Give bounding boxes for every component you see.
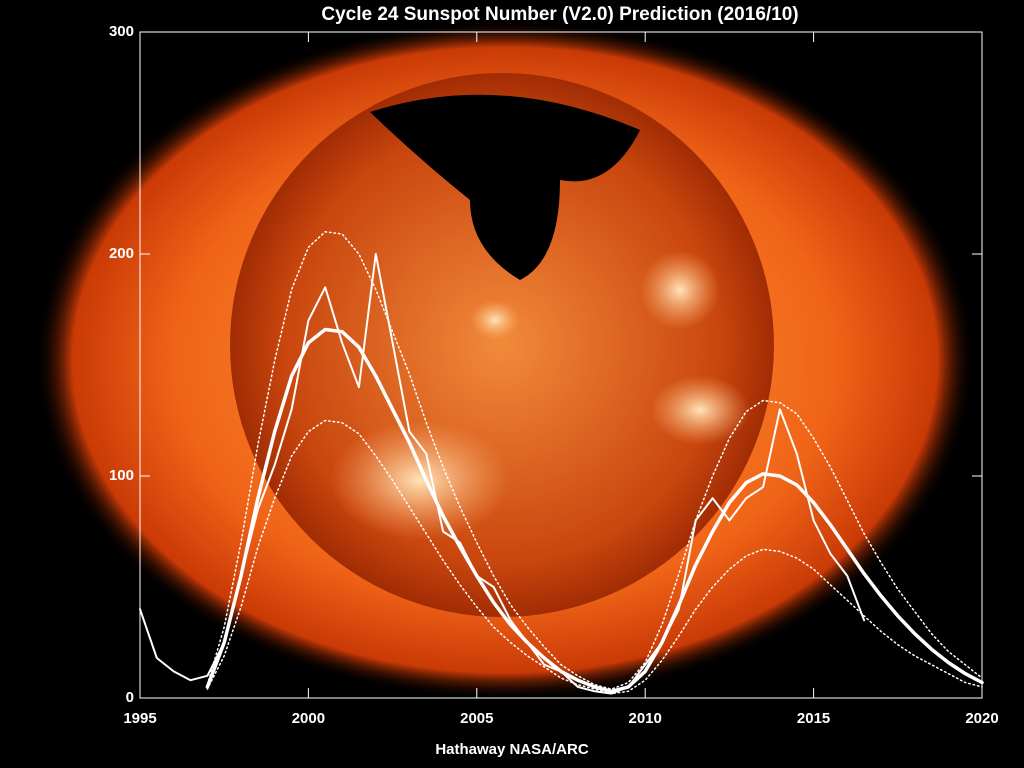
chart-title: Cycle 24 Sunspot Number (V2.0) Predictio… [321, 4, 798, 25]
x-tick-label: 2015 [797, 710, 830, 727]
series-line [205, 327, 984, 694]
x-tick-label: 2000 [292, 710, 325, 727]
credit: Hathaway NASA/ARC [435, 741, 589, 758]
active-region [330, 420, 510, 540]
y-tick-label: 300 [109, 23, 134, 40]
series-line [139, 253, 866, 695]
coronal-hole [370, 94, 640, 280]
y-tick-label: 100 [109, 467, 134, 484]
y-tick-label: 200 [109, 245, 134, 262]
x-tick-label: 1995 [123, 710, 156, 727]
sun-image [35, 20, 975, 700]
x-tick-label: 2010 [629, 710, 662, 727]
x-tick-label: 2005 [460, 710, 493, 727]
active-region [640, 250, 720, 330]
x-tick-label: 2020 [965, 710, 998, 727]
plot-frame [139, 31, 983, 699]
active-region [650, 375, 750, 445]
active-region [470, 300, 520, 340]
y-tick-label: 0 [126, 689, 134, 706]
